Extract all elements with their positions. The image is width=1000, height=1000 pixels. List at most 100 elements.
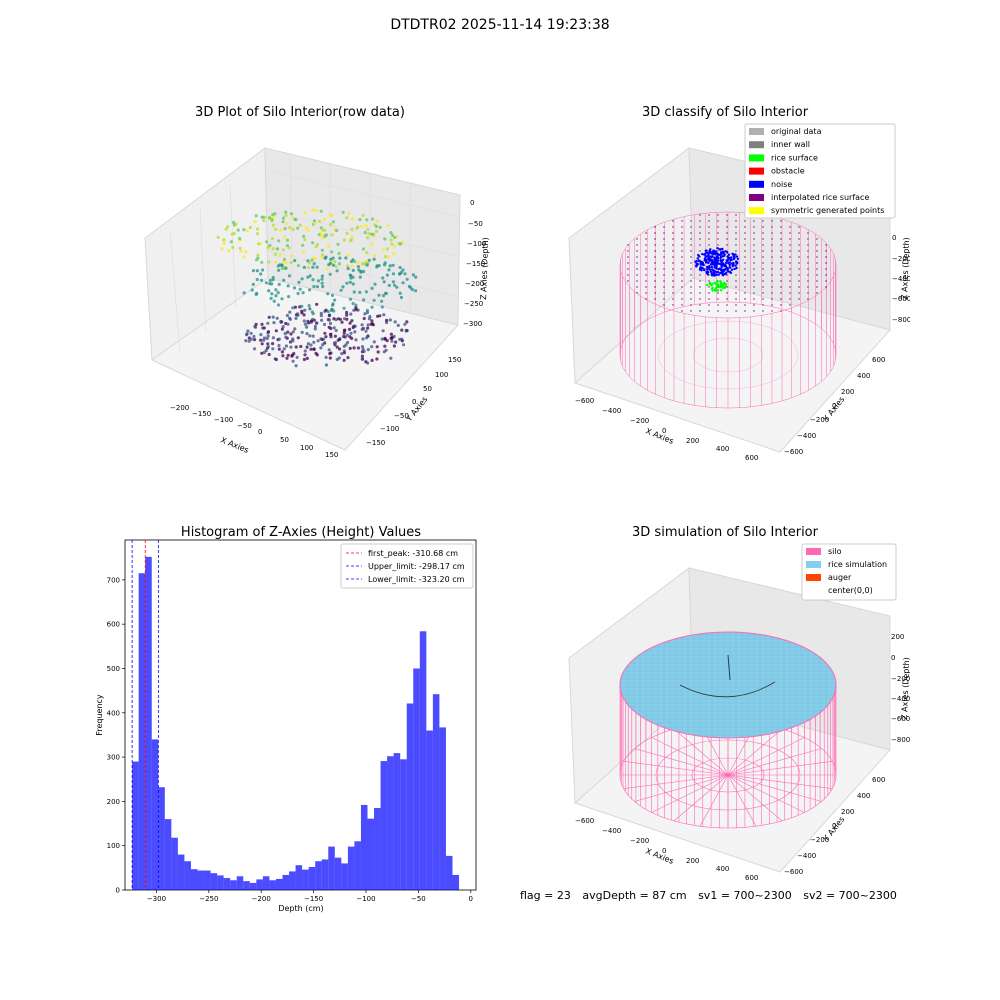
raw-data-point: [313, 324, 317, 328]
surface-point: [735, 220, 737, 222]
noise-point: [727, 253, 731, 256]
surface-point: [807, 292, 809, 294]
legend-swatch: [749, 141, 764, 149]
raw-data-point: [360, 327, 364, 331]
x-tick-label: −100: [356, 895, 375, 903]
noise-point: [696, 257, 699, 260]
raw-data-point: [374, 224, 379, 229]
y-tick: 150: [448, 356, 461, 364]
surface-point: [798, 232, 800, 234]
y-tick-label: 700: [107, 576, 120, 584]
raw-data-point: [306, 259, 310, 263]
raw-data-point: [255, 291, 259, 296]
surface-point: [789, 256, 791, 258]
surface-point: [789, 286, 791, 288]
x-tick: −400: [602, 827, 621, 835]
raw-data-point: [311, 278, 315, 282]
z-tick: 0: [892, 234, 896, 242]
y-tick-label: 300: [107, 754, 120, 762]
x-tick-label: −300: [147, 895, 166, 903]
raw-data-point: [318, 219, 322, 223]
raw-data-point: [292, 286, 297, 290]
raw-data-point: [352, 290, 356, 294]
raw-data-point: [294, 316, 298, 320]
surface-point: [699, 280, 701, 282]
noise-point: [718, 248, 722, 251]
raw-data-point: [284, 335, 288, 339]
surface-point: [807, 256, 809, 258]
surface-point: [825, 262, 827, 264]
rice-surface-point: [724, 285, 728, 288]
surface-point: [681, 304, 683, 306]
x-tick-label: −150: [304, 895, 323, 903]
histogram-bar: [360, 804, 368, 890]
raw-data-point: [282, 260, 286, 264]
legend-swatch: [749, 128, 764, 135]
histogram-bar: [145, 556, 152, 890]
raw-data-point: [344, 256, 348, 260]
raw-data-point: [319, 226, 323, 230]
legend-swatch: [749, 154, 764, 162]
raw-data-point: [273, 252, 278, 256]
raw-data-point: [414, 275, 418, 279]
raw-data-point: [336, 242, 340, 246]
surface-point: [807, 238, 809, 240]
raw-data-point: [337, 338, 341, 342]
y-tick: 600: [872, 356, 885, 364]
raw-data-point: [231, 245, 235, 249]
raw-data-point: [229, 240, 233, 244]
raw-data-point: [365, 308, 369, 312]
noise-point: [713, 274, 716, 277]
surface-point: [681, 292, 683, 294]
raw-data-point: [380, 305, 384, 309]
legend-swatch: [806, 574, 821, 581]
surface-point: [762, 256, 764, 258]
floor-spoke: [727, 774, 783, 822]
noise-point: [715, 267, 718, 270]
raw-data-point: [309, 347, 313, 351]
raw-data-point: [340, 320, 344, 324]
raw-data-point: [284, 344, 288, 348]
surface-point: [690, 298, 692, 300]
surface-point: [726, 226, 728, 228]
raw-data-point: [356, 261, 360, 265]
z-tick: −600: [891, 715, 910, 723]
surface-point: [672, 286, 674, 288]
legend-label: Upper_limit: -298.17 cm: [368, 562, 465, 571]
raw-data-point: [320, 248, 324, 252]
surface-point: [636, 292, 638, 294]
surface-point: [672, 304, 674, 306]
raw-data-point: [372, 257, 376, 261]
surface-point: [699, 232, 701, 234]
surface-point: [771, 298, 773, 300]
raw-data-point: [392, 344, 396, 348]
raw-data-point: [399, 295, 403, 300]
raw-data-point: [377, 293, 381, 297]
raw-data-point: [268, 278, 272, 283]
raw-data-point: [326, 292, 330, 296]
noise-point: [715, 260, 719, 263]
noise-point: [719, 271, 722, 275]
noise-point: [713, 272, 716, 275]
surface-point: [672, 238, 674, 240]
surface-point: [780, 310, 782, 312]
raw-data-point: [302, 357, 306, 362]
surface-point: [672, 268, 674, 270]
raw-data-point: [296, 336, 300, 340]
raw-data-point: [288, 340, 293, 344]
raw-data-point: [335, 269, 339, 273]
raw-data-point: [300, 330, 304, 334]
surface-point: [672, 298, 674, 300]
surface-point: [825, 274, 827, 276]
raw-data-point: [332, 341, 336, 345]
raw-data-point: [342, 306, 346, 310]
histogram-bar: [158, 787, 165, 890]
surface-point: [780, 244, 782, 246]
raw-data-point: [274, 329, 278, 333]
y-tick: 400: [857, 792, 870, 800]
raw-data-point: [274, 357, 278, 362]
raw-data-point: [398, 291, 402, 295]
raw-data-point: [303, 353, 307, 357]
raw-data-point: [388, 318, 392, 322]
raw-data-point: [322, 322, 327, 327]
